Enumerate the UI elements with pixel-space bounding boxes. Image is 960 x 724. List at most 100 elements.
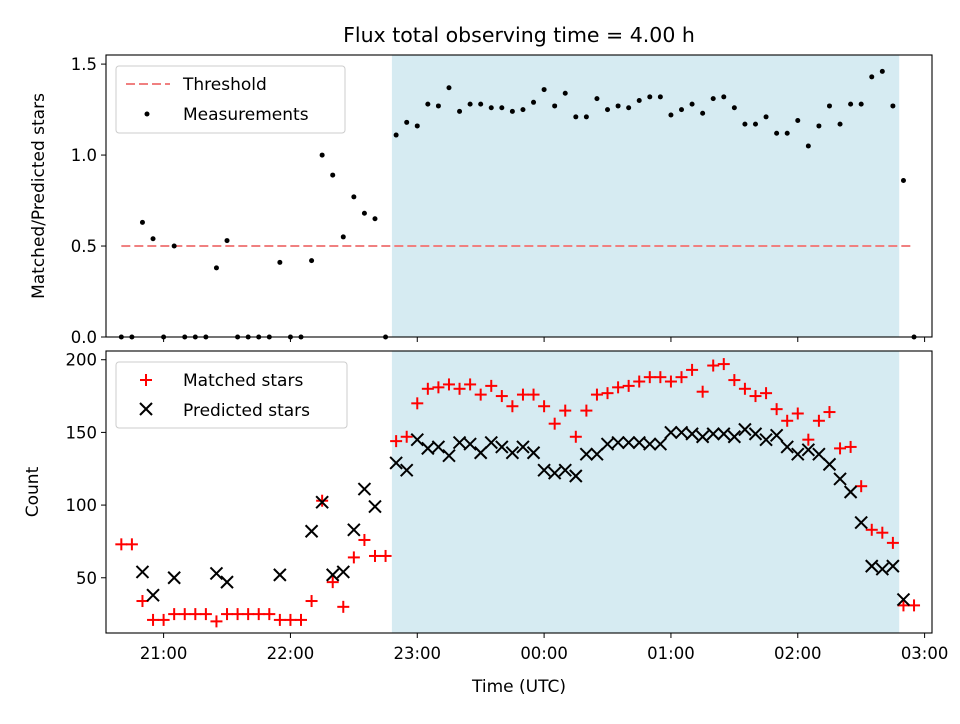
measurement-point xyxy=(816,123,822,129)
matched-star-marker xyxy=(231,608,244,621)
predicted-star-marker xyxy=(431,440,446,454)
measurement-point xyxy=(425,101,431,107)
measurement-point xyxy=(805,143,811,149)
measurement-point xyxy=(393,132,399,138)
matched-star-marker xyxy=(580,404,593,417)
predicted-star-marker xyxy=(315,495,329,509)
matched-star-marker xyxy=(210,615,223,628)
measurement-point xyxy=(689,101,695,107)
measurement-point xyxy=(541,87,547,93)
predicted-star-marker xyxy=(632,435,646,450)
matched-star-marker xyxy=(147,613,160,626)
measurement-point xyxy=(700,110,706,116)
legend-matched-swatch xyxy=(140,374,152,386)
measurement-point xyxy=(647,94,653,100)
bottom-y-tick-label: 200 xyxy=(66,351,98,370)
measurement-point xyxy=(372,216,378,222)
matched-star-marker xyxy=(168,608,181,621)
matched-star-marker xyxy=(686,363,699,376)
matched-star-marker xyxy=(411,397,424,410)
measurement-point xyxy=(858,101,864,107)
measurement-point xyxy=(330,172,336,178)
matched-star-marker xyxy=(633,375,646,388)
measurement-point xyxy=(309,258,315,264)
measurement-point xyxy=(573,114,579,120)
predicted-star-marker xyxy=(643,437,657,451)
measurement-point xyxy=(848,101,854,107)
top-y-tick-label: 1.0 xyxy=(71,146,97,165)
matched-star-marker xyxy=(326,576,339,589)
matched-star-marker xyxy=(495,390,508,403)
legend-measurements-label: Measurements xyxy=(183,105,309,125)
predicted-star-marker xyxy=(146,588,160,602)
matched-star-marker xyxy=(865,523,878,536)
predicted-star-marker xyxy=(399,463,414,477)
matched-star-marker xyxy=(601,387,614,400)
predicted-star-marker xyxy=(812,447,826,461)
predicted-star-marker xyxy=(695,430,710,444)
matched-star-marker xyxy=(548,417,561,430)
matched-star-marker xyxy=(675,371,688,384)
matched-star-marker xyxy=(242,608,255,621)
measurement-point xyxy=(213,265,219,271)
predicted-star-marker xyxy=(569,469,583,483)
predicted-star-marker xyxy=(452,435,467,450)
matched-star-marker xyxy=(368,549,381,562)
measurement-point xyxy=(319,152,325,158)
predicted-star-marker xyxy=(473,446,488,460)
legend-threshold-label: Threshold xyxy=(182,75,267,95)
predicted-star-marker xyxy=(558,463,572,477)
predicted-star-marker xyxy=(600,437,615,451)
x-tick-label: 02:00 xyxy=(774,644,822,663)
matched-star-marker xyxy=(781,414,794,427)
predicted-star-marker xyxy=(326,568,340,582)
matched-star-marker xyxy=(876,526,889,539)
matched-star-marker xyxy=(125,538,138,551)
bottom-y-tick-label: 150 xyxy=(66,423,98,442)
legend-matched-label: Matched stars xyxy=(183,371,303,391)
matched-star-marker xyxy=(337,600,350,613)
top-legend-box xyxy=(115,65,346,134)
predicted-star-marker xyxy=(611,435,625,450)
predicted-star-marker xyxy=(769,428,784,443)
top-axes-frame xyxy=(105,54,933,338)
measurement-point xyxy=(626,105,632,111)
predicted-star-marker xyxy=(833,472,847,486)
matched-star-marker xyxy=(527,388,540,401)
matched-star-marker xyxy=(506,400,519,413)
matched-star-marker xyxy=(516,388,529,401)
x-tick-label: 03:00 xyxy=(901,644,949,663)
bottom-legend: Matched stars Predicted stars xyxy=(115,361,348,429)
matched-star-marker xyxy=(221,608,234,621)
measurement-point xyxy=(742,121,748,127)
predicted-star-marker xyxy=(495,440,509,454)
measurement-point xyxy=(552,103,558,109)
measurement-point xyxy=(414,123,420,129)
measurement-point xyxy=(615,103,621,109)
predicted-star-marker xyxy=(516,440,530,454)
matched-star-marker xyxy=(823,406,836,419)
predicted-star-marker xyxy=(579,447,594,461)
measurement-point xyxy=(869,74,875,80)
measurement-point xyxy=(150,236,156,242)
predicted-star-marker xyxy=(590,447,604,461)
measurement-point xyxy=(404,119,410,125)
matched-star-marker xyxy=(749,390,762,403)
measurement-point xyxy=(520,107,526,113)
x-tick-label: 23:00 xyxy=(393,644,441,663)
top-y-tick-label: 1.5 xyxy=(71,55,97,74)
legend-predicted-label: Predicted stars xyxy=(183,401,310,421)
matched-star-marker xyxy=(252,608,265,621)
measurement-point xyxy=(224,238,230,244)
matched-star-marker xyxy=(590,388,603,401)
matched-star-marker xyxy=(273,613,286,626)
matched-star-marker xyxy=(157,613,170,626)
predicted-star-marker xyxy=(410,432,424,447)
measurement-point xyxy=(478,101,484,107)
predicted-star-marker xyxy=(547,466,562,480)
matched-star-marker xyxy=(263,608,276,621)
predicted-star-marker xyxy=(389,456,403,470)
predicted-star-marker xyxy=(304,524,319,538)
measurement-point xyxy=(171,243,177,249)
